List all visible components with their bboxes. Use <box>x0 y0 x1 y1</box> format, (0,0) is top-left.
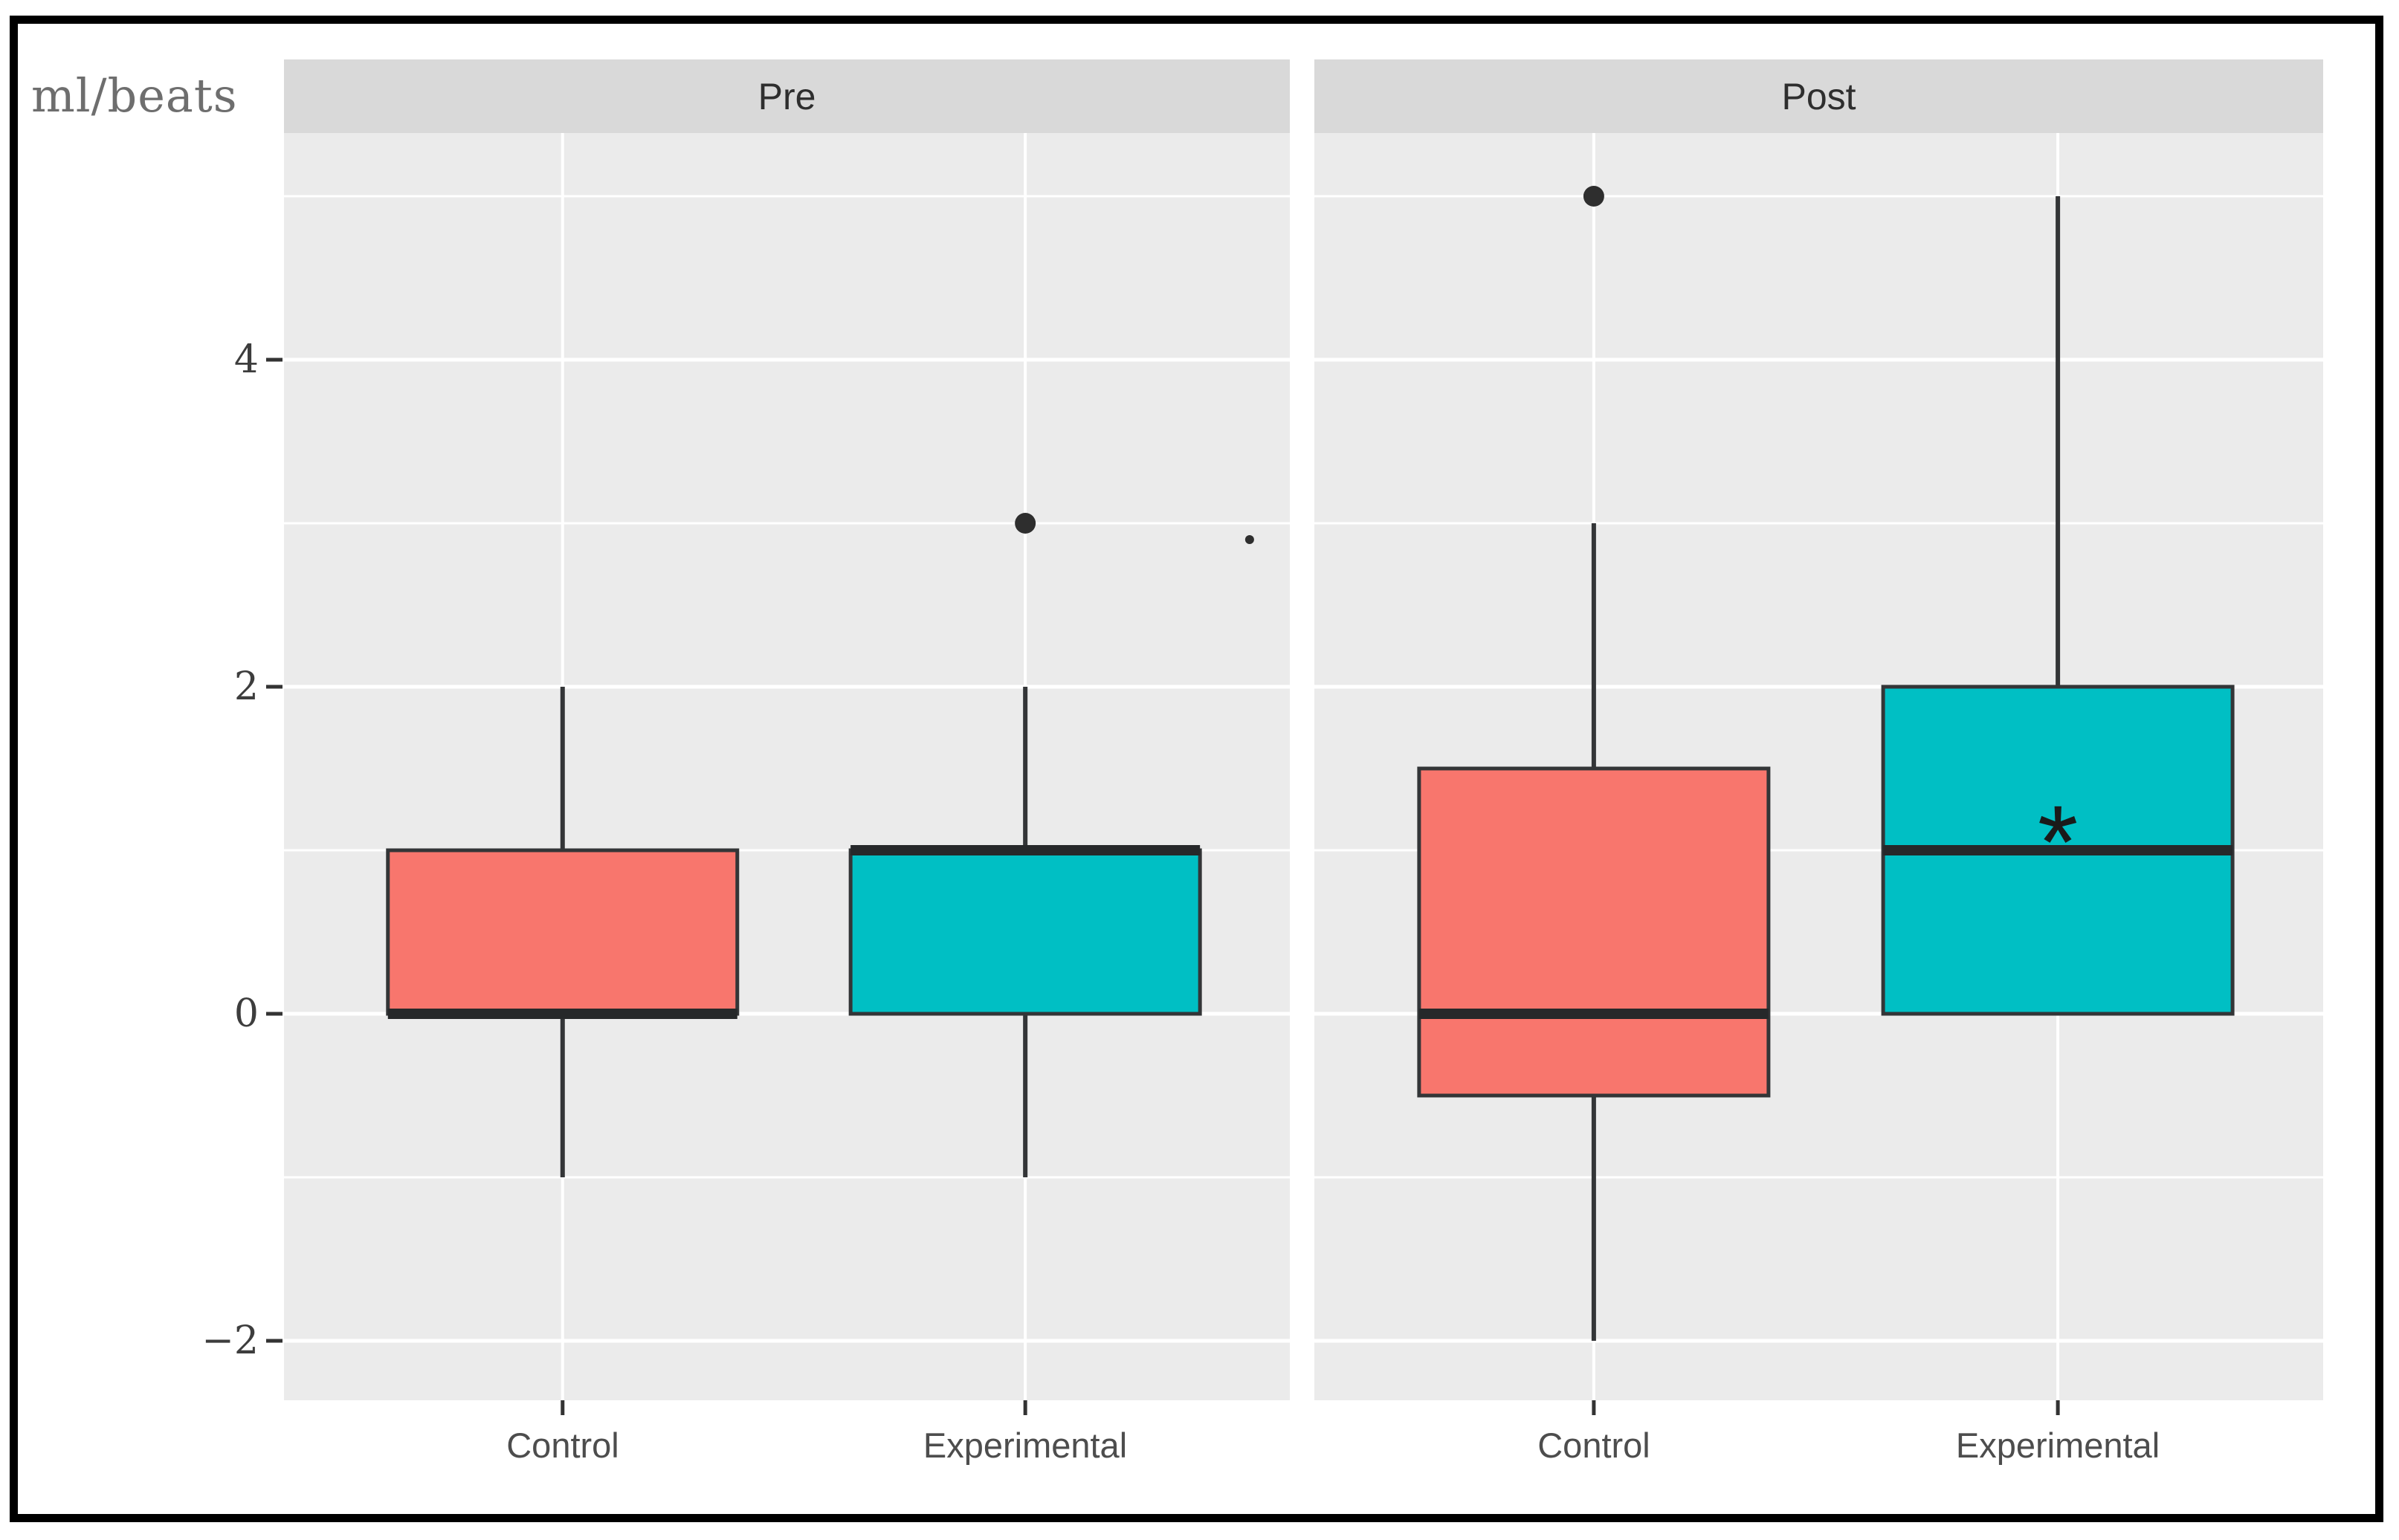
y-tick-label-2: 2 <box>233 664 259 709</box>
facet-strip-pre: Pre <box>284 59 1290 133</box>
facet-strip-post: Post <box>1314 59 2323 133</box>
svg-text:*: * <box>2038 783 2078 900</box>
facet-strip-pre-label: Pre <box>758 75 816 117</box>
y-tick-label-4: 4 <box>233 337 259 382</box>
facet-strip-post-label: Post <box>1781 75 1856 117</box>
y-tick-label-0: 0 <box>233 991 259 1036</box>
panel-pre <box>284 133 1290 1400</box>
y-tick-label-minus2: −2 <box>201 1319 259 1363</box>
x-tick-label-pre-experimental: Experimental <box>923 1426 1128 1465</box>
x-tick-label-post-control: Control <box>1537 1426 1650 1465</box>
y-axis-title: ml/beats <box>31 68 238 123</box>
x-tick-label-pre-control: Control <box>506 1426 619 1465</box>
x-tick-label-post-experimental: Experimental <box>1955 1426 2160 1465</box>
